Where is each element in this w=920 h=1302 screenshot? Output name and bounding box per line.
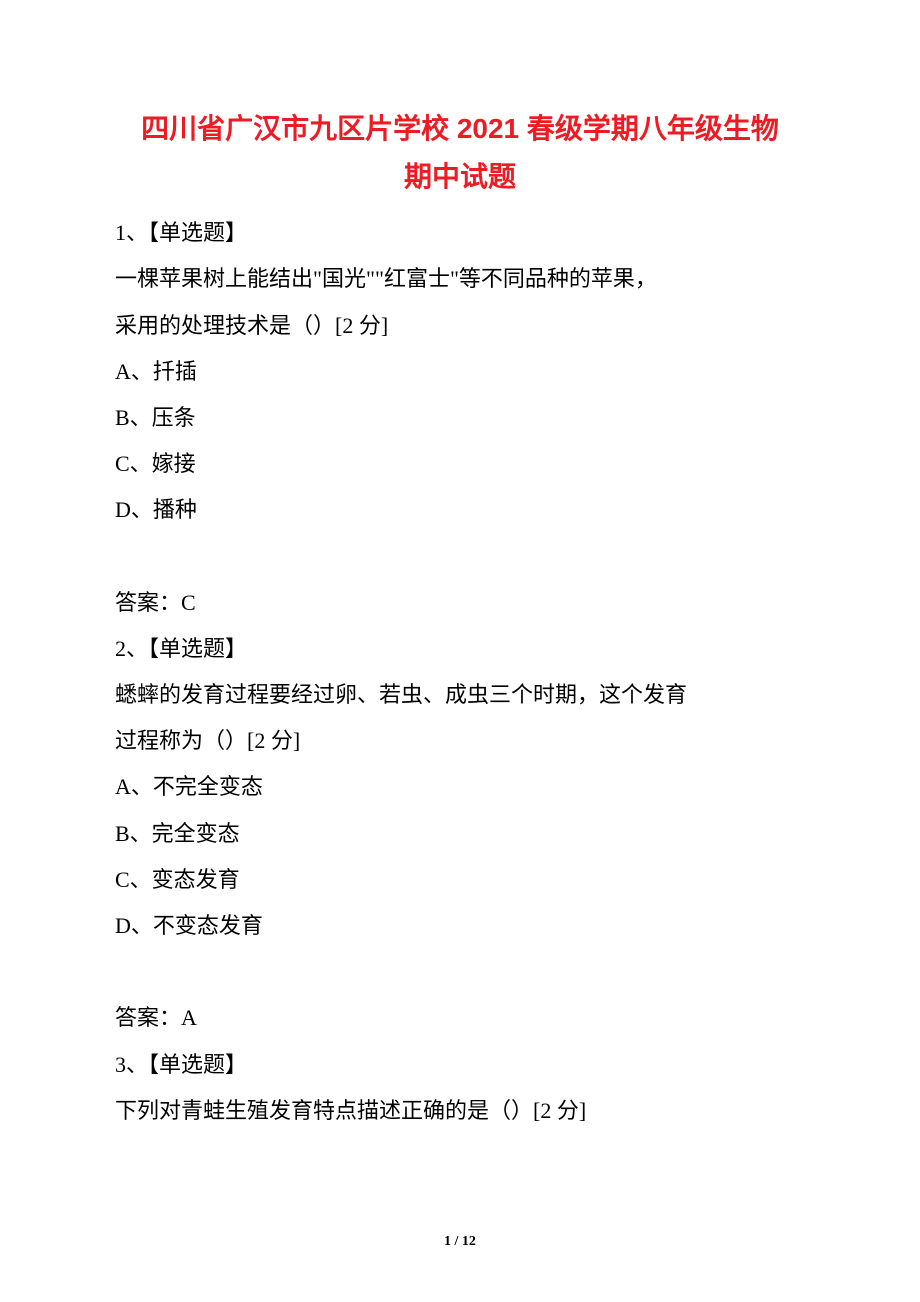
blank-line-2: [115, 949, 805, 995]
document-title-line2: 期中试题: [115, 153, 805, 201]
page-number: 1 / 12: [0, 1234, 920, 1250]
question-3-number: 3、【单选题】: [115, 1042, 805, 1088]
question-2-option-b: B、完全变态: [115, 811, 805, 857]
question-1-answer: 答案：C: [115, 580, 805, 626]
question-2-prompt-line1: 蟋蟀的发育过程要经过卵、若虫、成虫三个时期，这个发育: [115, 672, 805, 718]
question-1-number: 1、【单选题】: [115, 210, 805, 256]
question-1-option-b: B、压条: [115, 395, 805, 441]
question-2-option-c: C、变态发育: [115, 857, 805, 903]
document-title-line1: 四川省广汉市九区片学校 2021 春级学期八年级生物: [115, 105, 805, 153]
blank-line-1: [115, 534, 805, 580]
question-3-prompt-line1: 下列对青蛙生殖发育特点描述正确的是（）[2 分]: [115, 1088, 805, 1134]
question-2-option-a: A、不完全变态: [115, 764, 805, 810]
question-1-prompt-line2: 采用的处理技术是（）[2 分]: [115, 303, 805, 349]
question-1-option-a: A、扦插: [115, 349, 805, 395]
question-1-option-d: D、播种: [115, 487, 805, 533]
page-container: 四川省广汉市九区片学校 2021 春级学期八年级生物 期中试题 1、【单选题】 …: [0, 0, 920, 1174]
question-1-prompt-line1: 一棵苹果树上能结出"国光""红富士"等不同品种的苹果，: [115, 256, 805, 302]
question-1-option-c: C、嫁接: [115, 441, 805, 487]
question-2-option-d: D、不变态发育: [115, 903, 805, 949]
question-2-answer: 答案：A: [115, 995, 805, 1041]
question-2-number: 2、【单选题】: [115, 626, 805, 672]
question-2-prompt-line2: 过程称为（）[2 分]: [115, 718, 805, 764]
